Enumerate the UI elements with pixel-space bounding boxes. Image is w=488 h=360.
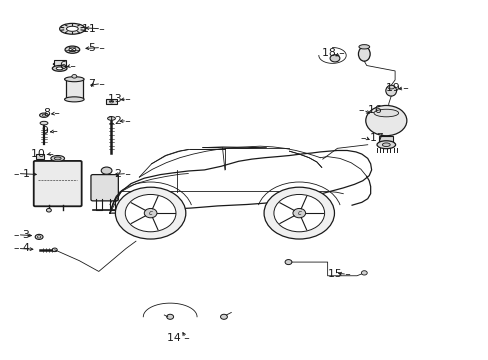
Bar bbox=[379, 136, 392, 145]
Ellipse shape bbox=[54, 157, 61, 160]
Ellipse shape bbox=[69, 48, 76, 51]
Bar bbox=[36, 154, 44, 159]
Circle shape bbox=[285, 260, 291, 265]
FancyBboxPatch shape bbox=[34, 161, 81, 206]
Ellipse shape bbox=[52, 248, 57, 252]
Bar bbox=[65, 79, 83, 99]
Bar bbox=[105, 99, 117, 104]
Text: 6 –: 6 – bbox=[60, 60, 76, 71]
Circle shape bbox=[329, 55, 339, 62]
Ellipse shape bbox=[358, 47, 369, 61]
Ellipse shape bbox=[37, 236, 41, 238]
FancyBboxPatch shape bbox=[91, 175, 118, 201]
Ellipse shape bbox=[52, 66, 67, 71]
Text: 8 –: 8 – bbox=[44, 108, 60, 118]
Circle shape bbox=[144, 208, 157, 218]
Ellipse shape bbox=[64, 97, 84, 102]
Circle shape bbox=[365, 105, 406, 136]
Text: – 17: – 17 bbox=[360, 132, 383, 143]
Circle shape bbox=[115, 187, 185, 239]
Ellipse shape bbox=[376, 141, 395, 149]
Ellipse shape bbox=[358, 45, 369, 49]
Circle shape bbox=[166, 314, 173, 319]
Text: 9 –: 9 – bbox=[42, 126, 58, 136]
Ellipse shape bbox=[377, 142, 394, 147]
Ellipse shape bbox=[53, 63, 66, 66]
Ellipse shape bbox=[373, 109, 398, 117]
Text: c: c bbox=[148, 210, 152, 216]
Text: 5 –: 5 – bbox=[89, 42, 105, 53]
Ellipse shape bbox=[109, 100, 113, 103]
Ellipse shape bbox=[66, 26, 78, 31]
Text: 11 –: 11 – bbox=[82, 24, 105, 34]
Text: 14 –: 14 – bbox=[166, 333, 189, 343]
Ellipse shape bbox=[387, 85, 394, 89]
Text: 13 –: 13 – bbox=[108, 94, 131, 104]
Ellipse shape bbox=[65, 46, 80, 53]
Circle shape bbox=[220, 314, 227, 319]
Circle shape bbox=[361, 271, 366, 275]
Bar bbox=[54, 60, 65, 67]
Text: c: c bbox=[297, 210, 301, 216]
Ellipse shape bbox=[107, 117, 115, 120]
Ellipse shape bbox=[72, 75, 77, 78]
Ellipse shape bbox=[385, 85, 396, 96]
Polygon shape bbox=[151, 149, 224, 164]
Ellipse shape bbox=[51, 156, 64, 161]
Text: 2 –: 2 – bbox=[115, 168, 131, 179]
Text: – 3: – 3 bbox=[14, 230, 29, 240]
Ellipse shape bbox=[40, 113, 48, 117]
Circle shape bbox=[273, 194, 324, 232]
Ellipse shape bbox=[46, 208, 51, 212]
Circle shape bbox=[264, 187, 334, 239]
Ellipse shape bbox=[40, 121, 48, 125]
Text: 10 –: 10 – bbox=[31, 149, 54, 159]
Ellipse shape bbox=[42, 114, 45, 116]
Ellipse shape bbox=[60, 23, 85, 34]
Text: 19 –: 19 – bbox=[385, 83, 407, 93]
Ellipse shape bbox=[56, 67, 63, 70]
Ellipse shape bbox=[35, 234, 43, 239]
Ellipse shape bbox=[382, 143, 389, 147]
Text: – 16: – 16 bbox=[359, 105, 382, 115]
Circle shape bbox=[292, 208, 305, 218]
Text: 15 –: 15 – bbox=[327, 269, 350, 279]
Text: 18 –: 18 – bbox=[321, 48, 344, 58]
Text: – 1: – 1 bbox=[14, 168, 29, 179]
Text: – 4: – 4 bbox=[14, 243, 29, 253]
Text: 12 –: 12 – bbox=[108, 116, 131, 126]
Text: 7 –: 7 – bbox=[89, 78, 105, 89]
Ellipse shape bbox=[64, 77, 84, 82]
Ellipse shape bbox=[101, 167, 112, 174]
Circle shape bbox=[125, 194, 176, 232]
